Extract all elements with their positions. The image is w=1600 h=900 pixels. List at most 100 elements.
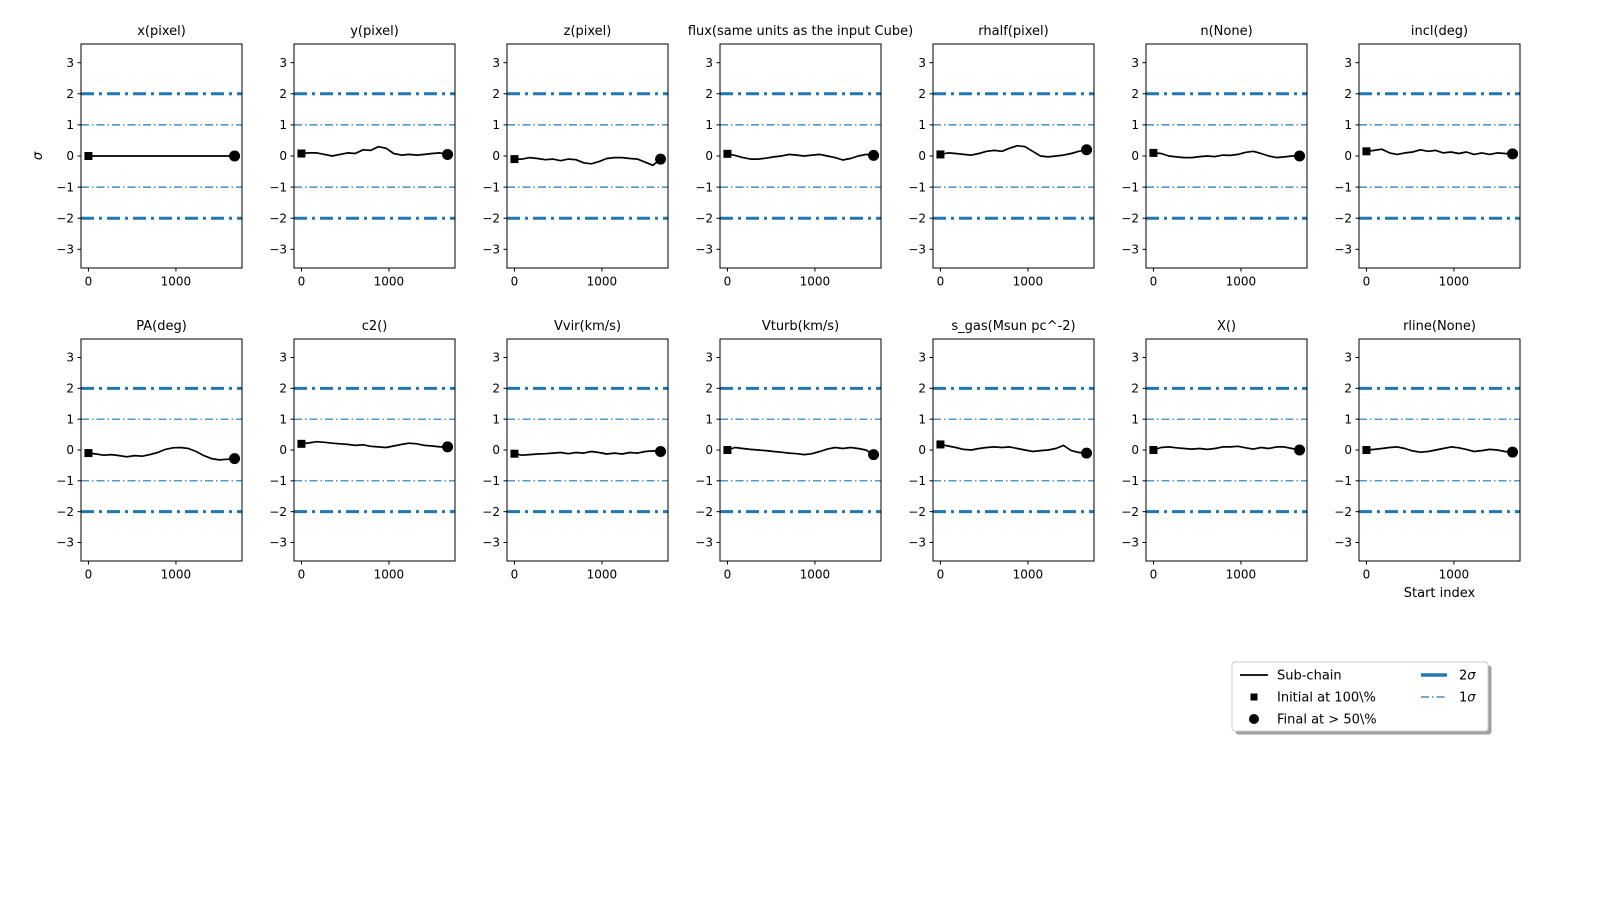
y-tick-label: −1 xyxy=(695,180,713,194)
x-tick-label: 1000 xyxy=(1226,568,1257,582)
x-tick-label: 1000 xyxy=(1439,568,1470,582)
subplot-title: c2() xyxy=(362,319,388,334)
y-tick-label: −3 xyxy=(56,536,74,550)
x-tick-label: 0 xyxy=(1150,568,1158,582)
y-tick-label: −1 xyxy=(908,474,926,488)
final-marker xyxy=(1507,148,1519,160)
sub-chain-trace xyxy=(1366,446,1513,454)
subplot-title: x(pixel) xyxy=(137,24,186,39)
final-marker xyxy=(1507,446,1519,458)
y-tick-label: 2 xyxy=(1344,382,1352,396)
y-tick-label: 0 xyxy=(492,149,500,163)
final-marker xyxy=(229,150,241,162)
x-tick-label: 0 xyxy=(937,568,945,582)
y-tick-label: 3 xyxy=(279,351,287,365)
y-tick-label: 2 xyxy=(66,382,74,396)
sub-chain-trace xyxy=(1153,445,1300,451)
final-marker xyxy=(1081,144,1093,156)
y-tick-label: −2 xyxy=(269,211,287,225)
subplot-title: rhalf(pixel) xyxy=(978,24,1048,39)
axes-frame xyxy=(506,338,669,562)
subplot-x-pixel: x(pixel) 3 2 1 0 −1 −2 −3 0 1000 σ xyxy=(31,24,243,289)
final-marker xyxy=(1081,447,1093,459)
sub-chain-trace xyxy=(727,446,875,456)
legend-label: Sub-chain xyxy=(1277,669,1342,684)
y-tick-label: −3 xyxy=(269,243,287,257)
initial-marker xyxy=(510,449,519,458)
axes-frame xyxy=(80,338,243,562)
final-marker xyxy=(655,153,667,165)
y-tick-label: 1 xyxy=(918,118,926,132)
y-tick-label: 2 xyxy=(66,87,74,101)
y-tick-label: 2 xyxy=(705,87,713,101)
y-tick-label: 3 xyxy=(492,351,500,365)
initial-marker xyxy=(936,150,945,159)
legend: Sub-chain Initial at 100\% Final at > 50\%… xyxy=(1231,661,1492,735)
x-tick-label: 0 xyxy=(724,275,732,289)
x-tick-label: 0 xyxy=(724,568,732,582)
legend-label: Final at > 50\% xyxy=(1277,713,1377,728)
x-tick-label: 1000 xyxy=(800,275,831,289)
y-tick-label: −1 xyxy=(1121,180,1139,194)
x-tick-label: 0 xyxy=(1150,275,1158,289)
axes-frame xyxy=(1358,43,1521,269)
subplot-title: n(None) xyxy=(1200,24,1252,39)
y-tick-label: −2 xyxy=(1334,211,1352,225)
legend-label: Initial at 100\% xyxy=(1277,691,1376,706)
x-tick-label: 1000 xyxy=(587,275,618,289)
legend-label: 1σ xyxy=(1459,691,1476,706)
y-tick-label: 3 xyxy=(492,56,500,70)
sub-chain-trace xyxy=(940,144,1087,158)
y-tick-label: 1 xyxy=(279,118,287,132)
y-tick-label: 3 xyxy=(1344,56,1352,70)
subplot-flux-same-units-as-the-input-cube: flux(same units as the input Cube) 3 2 1 0 −1… xyxy=(688,24,913,289)
x-tick-label: 1000 xyxy=(587,568,618,582)
x-tick-label: 0 xyxy=(85,275,93,289)
y-tick-label: −3 xyxy=(1121,243,1139,257)
y-tick-label: 0 xyxy=(1131,149,1139,163)
y-tick-label: 2 xyxy=(918,87,926,101)
y-tick-label: 1 xyxy=(705,412,713,426)
y-tick-label: −2 xyxy=(908,211,926,225)
y-tick-label: 2 xyxy=(279,87,287,101)
y-tick-label: 1 xyxy=(705,118,713,132)
y-tick-label: −1 xyxy=(695,474,713,488)
x-tick-label: 1000 xyxy=(1226,275,1257,289)
initial-marker xyxy=(1362,446,1371,454)
y-tick-label: 3 xyxy=(1131,351,1139,365)
y-tick-label: 1 xyxy=(492,118,500,132)
y-tick-label: 3 xyxy=(918,351,926,365)
y-tick-label: 0 xyxy=(279,149,287,163)
y-tick-label: 0 xyxy=(918,443,926,457)
y-tick-label: 0 xyxy=(1131,443,1139,457)
y-tick-label: −3 xyxy=(1334,536,1352,550)
y-tick-label: 2 xyxy=(918,382,926,396)
y-tick-label: −1 xyxy=(1334,180,1352,194)
sub-chain-trace xyxy=(88,446,235,461)
x-tick-label: 0 xyxy=(85,568,93,582)
y-tick-label: −1 xyxy=(269,180,287,194)
final-marker xyxy=(655,446,667,458)
y-tick-label: −3 xyxy=(695,536,713,550)
axes-frame xyxy=(1145,338,1308,562)
axes-frame xyxy=(293,43,456,269)
initial-marker xyxy=(936,440,945,449)
y-tick-label: 0 xyxy=(705,149,713,163)
y-tick-label: −2 xyxy=(269,505,287,519)
y-tick-label: 1 xyxy=(279,412,287,426)
subplot-title: PA(deg) xyxy=(136,319,187,334)
x-tick-label: 1000 xyxy=(1013,568,1044,582)
subplot-s-gas-msun-pc-2: s_gas(Msun pc^-2) 3 2 1 0 −1 −2 −3 0 1000 xyxy=(908,319,1095,582)
x-tick-label: 1000 xyxy=(1439,275,1470,289)
sub-chain-trace xyxy=(940,443,1087,454)
x-tick-label: 0 xyxy=(298,275,306,289)
y-tick-label: 1 xyxy=(1344,118,1352,132)
y-tick-label: 2 xyxy=(1131,87,1139,101)
x-tick-label: 1000 xyxy=(1013,275,1044,289)
y-tick-label: 1 xyxy=(492,412,500,426)
final-marker xyxy=(442,148,454,160)
y-tick-label: −2 xyxy=(908,505,926,519)
initial-marker xyxy=(84,449,93,458)
initial-marker xyxy=(297,149,306,158)
y-tick-label: 3 xyxy=(705,56,713,70)
